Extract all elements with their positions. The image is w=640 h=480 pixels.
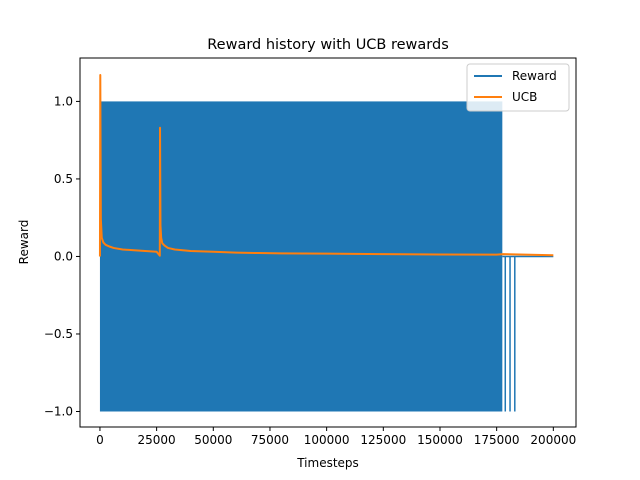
y-axis: −1.0 −0.5 0.0 0.5 1.0 bbox=[44, 94, 80, 418]
y-tick-label: −0.5 bbox=[44, 327, 73, 341]
x-tick-label: 0 bbox=[96, 433, 104, 447]
x-axis: 0 25000 50000 75000 100000 125000 150000 175000… bbox=[96, 427, 576, 447]
x-tick-label: 150000 bbox=[417, 433, 463, 447]
plot-frame bbox=[79, 57, 577, 428]
legend-label-reward: Reward bbox=[512, 69, 557, 83]
chart-title: Reward history with UCB rewards bbox=[207, 37, 449, 53]
x-tick-label: 25000 bbox=[138, 433, 176, 447]
ucb-line bbox=[98, 74, 554, 257]
x-tick-label: 175000 bbox=[474, 433, 520, 447]
reward-line-band bbox=[99, 101, 503, 412]
x-tick-label: 100000 bbox=[304, 433, 350, 447]
y-tick-label: 1.0 bbox=[54, 94, 73, 108]
x-tick-label: 200000 bbox=[530, 433, 576, 447]
x-tick-label: 75000 bbox=[251, 433, 289, 447]
y-tick-label: −1.0 bbox=[44, 404, 73, 418]
y-tick-label: 0.0 bbox=[54, 249, 73, 263]
legend: Reward UCB bbox=[466, 63, 570, 112]
y-axis-label: Reward bbox=[17, 220, 31, 265]
x-tick-label: 50000 bbox=[194, 433, 232, 447]
series-layer bbox=[98, 74, 554, 412]
x-tick-label: 125000 bbox=[360, 433, 406, 447]
legend-label-ucb: UCB bbox=[512, 90, 537, 104]
y-tick-label: 0.5 bbox=[54, 172, 73, 186]
x-axis-label: Timesteps bbox=[296, 456, 359, 470]
plot-area bbox=[79, 57, 577, 428]
